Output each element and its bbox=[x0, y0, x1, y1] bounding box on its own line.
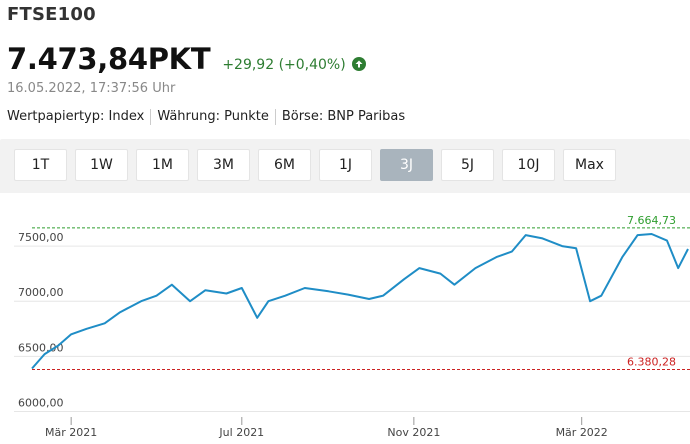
price-row: 7.473,84PKT +29,92 (+0,40%) bbox=[7, 42, 366, 76]
arrow-up-circle-icon bbox=[351, 57, 366, 71]
exchange: Börse: BNP Paribas bbox=[281, 109, 406, 124]
x-tick-label: Mär 2021 bbox=[45, 426, 97, 439]
currency: Währung: Punkte bbox=[157, 109, 269, 124]
price-series-line bbox=[31, 233, 689, 370]
tab-1w[interactable]: 1W bbox=[75, 149, 128, 181]
tab-1j[interactable]: 1J bbox=[319, 149, 372, 181]
y-tick-label: 6500,00 bbox=[18, 341, 64, 354]
timeframe-tabs: 1T 1W 1M 3M 6M 1J 3J 5J 10J Max bbox=[14, 149, 624, 181]
plot-area bbox=[0, 193, 690, 444]
x-tick-label: Mär 2022 bbox=[556, 426, 608, 439]
min-value-label: 6.380,28 bbox=[627, 356, 676, 369]
tab-5j[interactable]: 5J bbox=[441, 149, 494, 181]
y-tick-label: 6000,00 bbox=[18, 396, 64, 409]
x-tick-label: Nov 2021 bbox=[387, 426, 440, 439]
tab-10j[interactable]: 10J bbox=[502, 149, 555, 181]
divider bbox=[150, 109, 152, 125]
tab-1m[interactable]: 1M bbox=[136, 149, 189, 181]
tab-6m[interactable]: 6M bbox=[258, 149, 311, 181]
price-line-chart[interactable]: 6000,00 6500,00 7000,00 7500,00 Mär 2021 Jul … bbox=[0, 193, 690, 444]
index-title: FTSE100 bbox=[7, 4, 96, 25]
timestamp: 16.05.2022, 17:37:56 Uhr bbox=[7, 81, 176, 96]
tab-3j[interactable]: 3J bbox=[380, 149, 433, 181]
x-tick-label: Jul 2021 bbox=[218, 426, 264, 439]
max-value-label: 7.664,73 bbox=[627, 214, 676, 227]
security-type: Wertpapiertyp: Index bbox=[7, 109, 145, 124]
tab-max[interactable]: Max bbox=[563, 149, 616, 181]
instrument-meta: Wertpapiertyp: Index Währung: Punkte Bör… bbox=[7, 109, 405, 125]
tab-1t[interactable]: 1T bbox=[14, 149, 67, 181]
divider bbox=[274, 109, 276, 125]
y-tick-label: 7000,00 bbox=[18, 286, 64, 299]
current-price: 7.473,84PKT bbox=[7, 42, 211, 76]
price-change: +29,92 (+0,40%) bbox=[222, 57, 346, 73]
tab-3m[interactable]: 3M bbox=[197, 149, 250, 181]
y-tick-label: 7500,00 bbox=[18, 231, 64, 244]
